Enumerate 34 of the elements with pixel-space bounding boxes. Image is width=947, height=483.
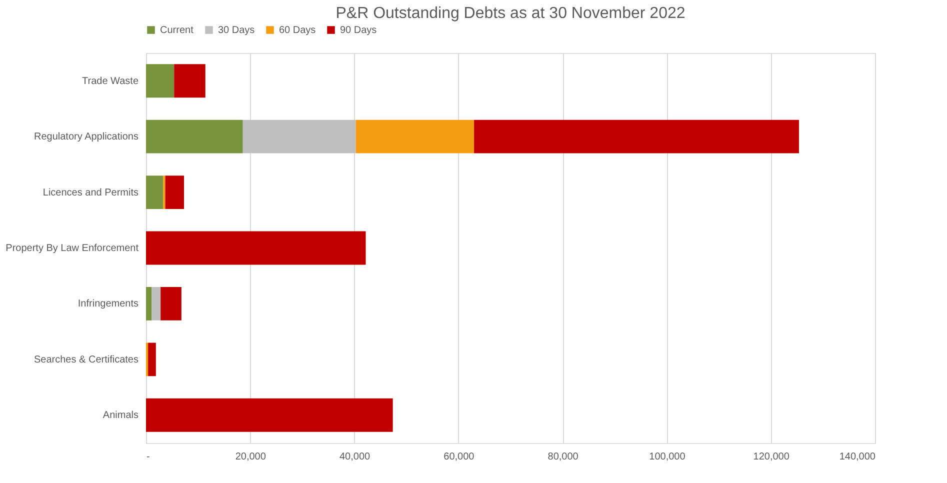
y-tick-label: Animals (102, 410, 138, 422)
y-tick-label: Property By Law Enforcement (6, 243, 139, 254)
bar (160, 287, 182, 320)
bar (146, 231, 366, 265)
bar (356, 120, 474, 154)
bar (174, 64, 206, 98)
x-tick-label: 60,000 (444, 452, 475, 462)
bar (474, 120, 799, 154)
x-tick-label: 100,000 (649, 452, 686, 462)
bar (146, 287, 152, 320)
y-tick-label: Searches & Certificates (34, 354, 138, 366)
x-tick-label: - (146, 452, 150, 462)
x-tick-label: 120,000 (753, 452, 790, 462)
y-tick-label: Infringements (78, 298, 138, 310)
x-tick-label: 40,000 (339, 452, 371, 462)
legend-label: 30 Days (218, 25, 255, 36)
y-tick-label: Regulatory Applications (34, 132, 138, 143)
chart-title: P&R Outstanding Debts as at 30 November 2022 (336, 5, 686, 22)
legend-label: Current (160, 25, 194, 36)
bar (146, 176, 164, 209)
bar (146, 64, 174, 98)
bar (146, 398, 393, 432)
bar (146, 120, 243, 154)
legend-label: 60 Days (279, 25, 316, 36)
x-tick-label: 20,000 (235, 452, 266, 462)
y-tick-label: Licences and Permits (42, 187, 138, 198)
bar (148, 342, 156, 376)
legend-label: 90 Days (340, 25, 377, 36)
bar (152, 287, 161, 320)
bar (242, 120, 356, 154)
x-tick-label: 80,000 (548, 452, 579, 462)
bar (165, 176, 184, 209)
y-tick-label: Trade Waste (82, 76, 139, 87)
x-tick-label: 140,000 (839, 452, 876, 462)
